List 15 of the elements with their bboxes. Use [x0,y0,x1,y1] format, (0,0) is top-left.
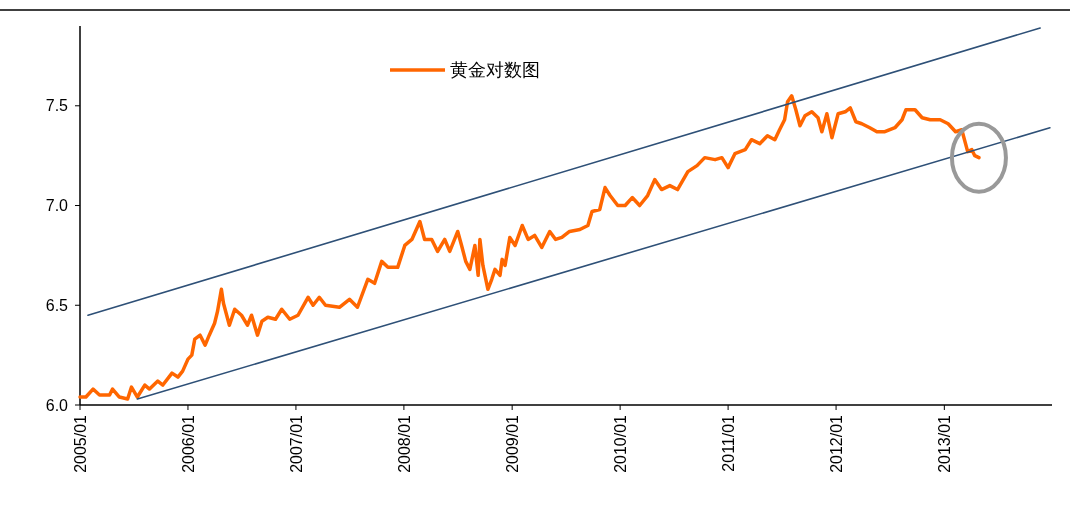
x-tick-label: 2011/01 [719,414,737,472]
x-tick-label: 2006/01 [179,414,197,473]
x-tick-label: 2005/01 [71,414,89,473]
y-tick-label: 6.5 [45,296,69,314]
x-tick-label: 2007/01 [287,414,305,473]
y-tick-label: 6.0 [45,396,69,414]
line-series [78,94,981,401]
x-tick-label: 2013/01 [935,414,953,473]
y-tick-label: 7.0 [45,197,69,215]
x-tick-label: 2012/01 [827,414,845,473]
y-tick-label: 7.5 [45,97,69,115]
x-tick-label: 2009/01 [503,414,521,473]
x-tick-label: 2008/01 [395,414,413,473]
x-tick-label: 2010/01 [611,414,629,473]
legend-label: 黄金对数图 [450,60,540,81]
